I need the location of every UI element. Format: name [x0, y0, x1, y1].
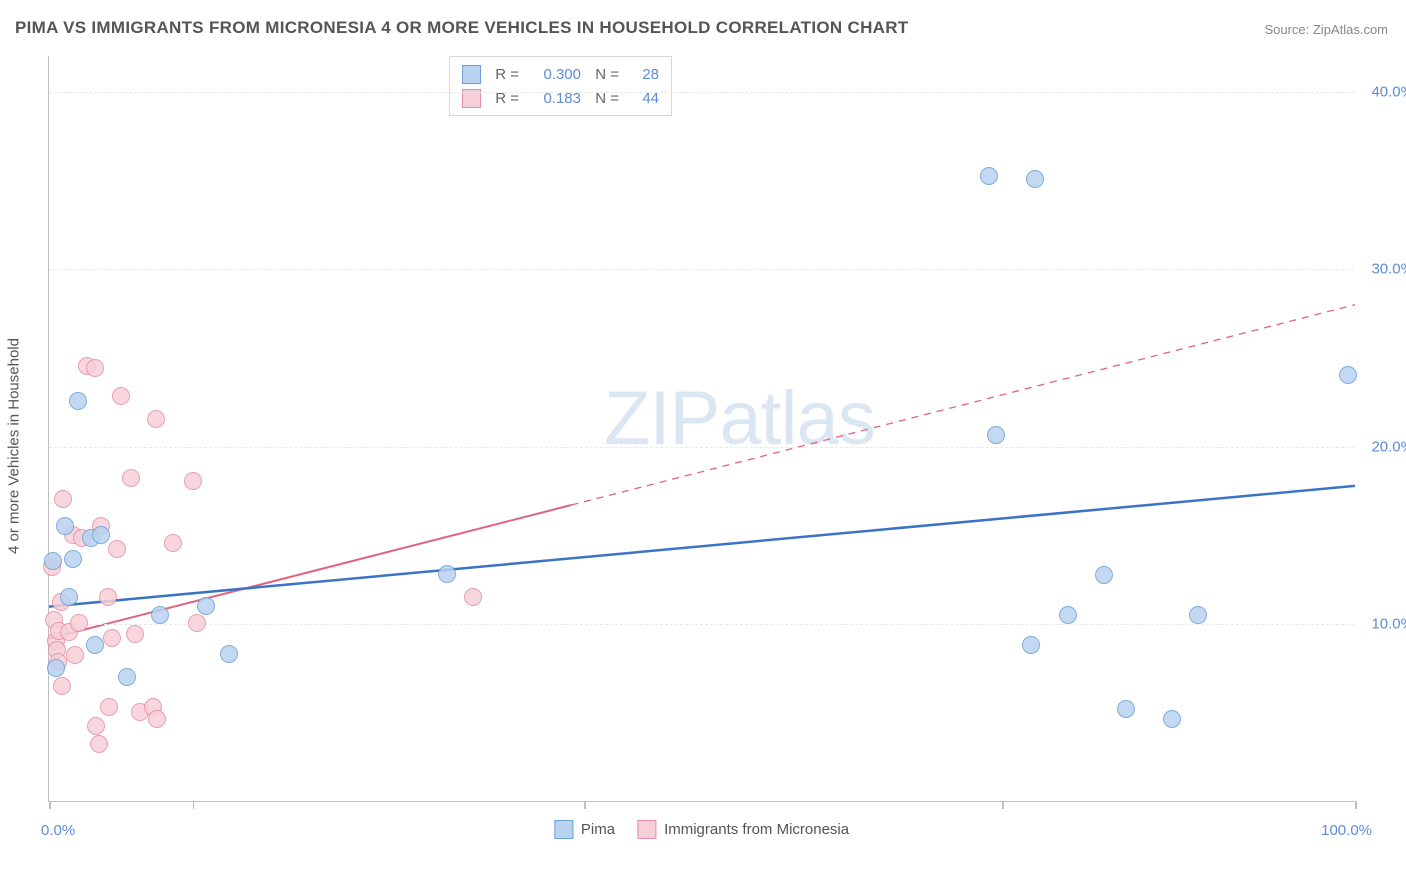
scatter-point-s1: [1163, 710, 1181, 728]
x-axis-tick: [1002, 801, 1004, 809]
y-axis-title: 4 or more Vehicles in Household: [6, 338, 23, 554]
scatter-point-s2: [53, 677, 71, 695]
scatter-point-s2: [126, 625, 144, 643]
scatter-point-s1: [1059, 606, 1077, 624]
scatter-point-s2: [112, 387, 130, 405]
x-axis-tick: [49, 801, 51, 809]
watermark: ZIPatlas: [604, 375, 875, 462]
legend: Pima Immigrants from Micronesia: [554, 820, 849, 839]
trendlines: [49, 56, 1355, 802]
scatter-point-s1: [47, 659, 65, 677]
watermark-thin: atlas: [719, 376, 875, 461]
swatch-series1-icon: [462, 65, 481, 84]
scatter-point-s1: [118, 668, 136, 686]
legend-label-2: Immigrants from Micronesia: [664, 821, 849, 838]
scatter-point-s2: [147, 410, 165, 428]
scatter-point-s1: [56, 517, 74, 535]
r-label: R =: [491, 66, 519, 83]
stats-row-2: R = 0.183 N = 44: [462, 86, 659, 110]
scatter-point-s2: [87, 717, 105, 735]
scatter-point-s1: [1117, 700, 1135, 718]
legend-item-2: Immigrants from Micronesia: [637, 820, 849, 839]
scatter-point-s2: [66, 646, 84, 664]
y-axis-tick-label: 30.0%: [1371, 261, 1406, 278]
scatter-point-s2: [103, 629, 121, 647]
scatter-point-s2: [99, 588, 117, 606]
scatter-point-s2: [122, 469, 140, 487]
source-label: Source: ZipAtlas.com: [1264, 22, 1388, 37]
gridline: [49, 447, 1354, 448]
scatter-point-s2: [184, 472, 202, 490]
scatter-point-s2: [108, 540, 126, 558]
gridline: [49, 92, 1354, 93]
chart-title: PIMA VS IMMIGRANTS FROM MICRONESIA 4 OR …: [15, 18, 908, 38]
x-axis-tick: [193, 801, 195, 809]
scatter-point-s2: [164, 534, 182, 552]
scatter-point-s1: [1095, 566, 1113, 584]
legend-swatch-2-icon: [637, 820, 656, 839]
scatter-point-s1: [1022, 636, 1040, 654]
x-axis-tick: [584, 801, 586, 809]
n-value: 28: [629, 66, 659, 83]
x-axis-min-label: 0.0%: [41, 822, 75, 839]
plot-area: ZIPatlas R = 0.300 N = 28 R = 0.183 N = …: [48, 56, 1354, 802]
scatter-point-s1: [1189, 606, 1207, 624]
scatter-point-s1: [64, 550, 82, 568]
chart-container: PIMA VS IMMIGRANTS FROM MICRONESIA 4 OR …: [0, 0, 1406, 892]
n-label: N =: [591, 66, 619, 83]
scatter-point-s1: [438, 565, 456, 583]
scatter-point-s2: [70, 614, 88, 632]
scatter-point-s1: [86, 636, 104, 654]
y-axis-tick-label: 40.0%: [1371, 83, 1406, 100]
gridline: [49, 269, 1354, 270]
legend-item-1: Pima: [554, 820, 615, 839]
scatter-point-s2: [464, 588, 482, 606]
scatter-point-s1: [1026, 170, 1044, 188]
stats-box: R = 0.300 N = 28 R = 0.183 N = 44: [449, 56, 672, 116]
legend-label-1: Pima: [581, 821, 615, 838]
scatter-point-s2: [100, 698, 118, 716]
scatter-point-s2: [188, 614, 206, 632]
y-axis-tick-label: 20.0%: [1371, 438, 1406, 455]
gridline: [49, 624, 1354, 625]
scatter-point-s1: [980, 167, 998, 185]
scatter-point-s1: [220, 645, 238, 663]
r-value: 0.300: [529, 66, 581, 83]
watermark-bold: ZIP: [604, 376, 719, 461]
scatter-point-s1: [197, 597, 215, 615]
scatter-point-s2: [148, 710, 166, 728]
scatter-point-s1: [92, 526, 110, 544]
y-axis-tick-label: 10.0%: [1371, 616, 1406, 633]
scatter-point-s2: [90, 735, 108, 753]
x-axis-max-label: 100.0%: [1321, 822, 1372, 839]
scatter-point-s1: [44, 552, 62, 570]
scatter-point-s1: [60, 588, 78, 606]
scatter-point-s1: [151, 606, 169, 624]
scatter-point-s2: [86, 359, 104, 377]
x-axis-tick: [1355, 801, 1357, 809]
scatter-point-s1: [69, 392, 87, 410]
stats-row-1: R = 0.300 N = 28: [462, 62, 659, 86]
scatter-point-s1: [987, 426, 1005, 444]
legend-swatch-1-icon: [554, 820, 573, 839]
scatter-point-s1: [1339, 366, 1357, 384]
scatter-point-s2: [54, 490, 72, 508]
